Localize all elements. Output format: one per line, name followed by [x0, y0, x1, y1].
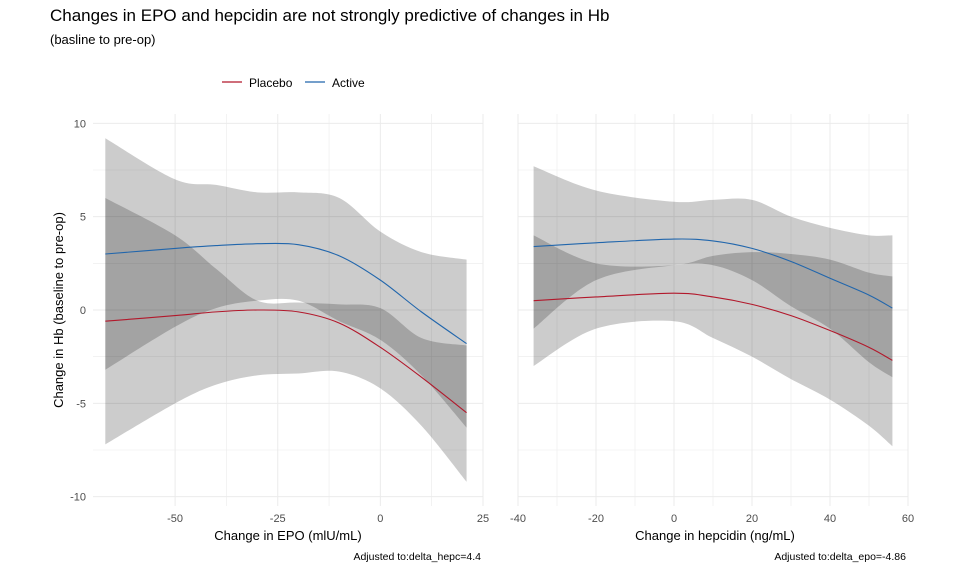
x-tick-label-2: -25 [270, 513, 286, 525]
line-placebo [105, 309, 467, 414]
x-tick-label-1: -50 [167, 513, 183, 525]
y-tick-label-2: -5 [76, 398, 86, 410]
x-axis-label: Change in EPO (mlU/mL) [214, 528, 361, 543]
ci-band-active [533, 166, 893, 378]
y-tick-label-3: 0 [80, 305, 86, 317]
adjusted-caption: Adjusted to:delta_epo=-4.86 [774, 551, 906, 563]
line-active [105, 242, 467, 345]
y-tick-label-5: 10 [74, 118, 86, 130]
x-tick-label-5: 40 [824, 513, 836, 525]
chart-title: Changes in EPO and hepcidin are not stro… [50, 6, 610, 25]
x-tick-label-3: 0 [671, 513, 677, 525]
panel-2: -40 -20 0 20 40 60 Change in hepcidin (ng/mL) A… [510, 114, 914, 563]
line-placebo [533, 292, 893, 361]
y-tick-label-4: 5 [80, 212, 86, 224]
y-tick-label-1: -10 [70, 492, 86, 504]
x-tick-label-6: 60 [902, 513, 914, 525]
y-axis-label: Change in Hb (baseline to pre-op) [51, 212, 66, 408]
legend: Placebo Active [222, 76, 365, 90]
legend-label-placebo: Placebo [249, 76, 293, 90]
chart-subtitle: (basline to pre-op) [50, 32, 156, 47]
line-active [533, 238, 893, 309]
legend-label-active: Active [332, 76, 365, 90]
x-tick-label-4: 25 [477, 513, 489, 525]
x-tick-label-4: 20 [746, 513, 758, 525]
x-axis-label: Change in hepcidin (ng/mL) [635, 528, 795, 543]
adjusted-caption: Adjusted to:delta_hepc=4.4 [353, 551, 481, 563]
x-tick-label-3: 0 [377, 513, 383, 525]
ci-band-active [105, 138, 467, 428]
x-tick-label-1: -40 [510, 513, 526, 525]
x-tick-label-2: -20 [588, 513, 604, 525]
